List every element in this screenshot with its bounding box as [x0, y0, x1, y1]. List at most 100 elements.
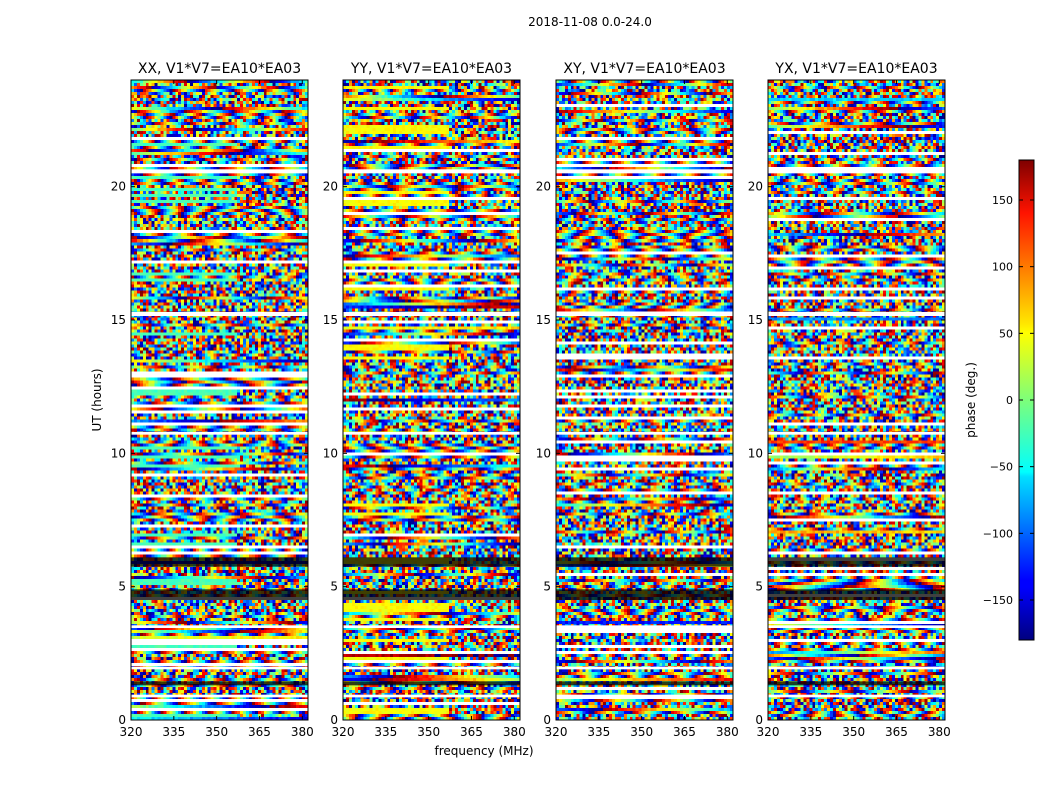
phase-heatmap [556, 80, 733, 720]
flagged-gap [343, 666, 520, 670]
y-tick-label: 10 [323, 446, 338, 460]
x-tick-label: 335 [374, 725, 397, 739]
phase-heatmap [131, 80, 308, 720]
flagged-gap [343, 312, 520, 316]
flagged-gap [131, 666, 308, 670]
y-tick-label: 0 [755, 713, 763, 727]
flagged-gap [768, 694, 945, 698]
colorbar-tick-label: 0 [1006, 394, 1013, 407]
flagged-gap [768, 432, 945, 435]
flagged-gap [343, 169, 520, 174]
colorbar-tick-label: −150 [983, 594, 1013, 607]
y-tick-label: 20 [748, 180, 763, 194]
y-tick-label: 15 [111, 313, 126, 327]
dark-band [131, 557, 308, 567]
panel-2: XY, V1*V7=EA10*EA03 320 335 350 365 380 0 5 10 15… [536, 61, 739, 739]
dark-band [131, 589, 308, 600]
colorbar-ticks: −150 −100 −50 0 50 100 150 [983, 194, 1034, 607]
panels: XX, V1*V7=EA10*EA03 320 335 350 365 380 0 5 10 15… [111, 61, 951, 739]
y-tick-label: 5 [543, 580, 551, 594]
y-tick-label: 10 [111, 446, 126, 460]
flagged-gap [556, 666, 733, 670]
phase-heatmap [343, 80, 520, 720]
panel-frame [555, 79, 734, 721]
dark-band [343, 681, 520, 686]
colorbar-tick-label: 50 [999, 327, 1013, 340]
flagged-gap [131, 312, 308, 316]
y-tick-label: 20 [111, 180, 126, 194]
colorbar-tick-label: 100 [992, 261, 1013, 274]
flagged-gap [768, 666, 945, 670]
colorbar-tick-label: 150 [992, 194, 1013, 207]
dark-band [556, 589, 733, 600]
flagged-gap [131, 169, 308, 174]
x-tick-label: 365 [885, 725, 908, 739]
flagged-gap [768, 625, 945, 628]
x-tick-label: 380 [291, 725, 314, 739]
y-tick-label: 5 [118, 580, 126, 594]
dark-band [768, 681, 945, 686]
colorbar-label: phase (deg.) [964, 362, 978, 438]
dark-band [131, 681, 308, 686]
panel-title: YY, V1*V7=EA10*EA03 [350, 61, 512, 77]
flagged-gap [768, 169, 945, 174]
flagged-gap [768, 312, 945, 316]
x-tick-label: 350 [205, 725, 228, 739]
x-axis-label: frequency (MHz) [434, 744, 533, 758]
y-axis-label: UT (hours) [90, 368, 104, 431]
flagged-gap [131, 625, 308, 628]
y-tick-label: 10 [536, 446, 551, 460]
panel-title: XY, V1*V7=EA10*EA03 [563, 61, 725, 77]
x-tick-label: 320 [545, 725, 568, 739]
x-tick-label: 380 [503, 725, 526, 739]
y-tick-label: 20 [536, 180, 551, 194]
flagged-gap [131, 694, 308, 698]
x-tick-label: 320 [757, 725, 780, 739]
panel-frame [342, 79, 521, 721]
x-tick-label: 350 [842, 725, 865, 739]
y-tick-label: 0 [118, 713, 126, 727]
phase-colorbar: −150 −100 −50 0 50 100 150 phase (deg.) [964, 159, 1035, 641]
y-tick-label: 0 [543, 713, 551, 727]
y-tick-label: 15 [536, 313, 551, 327]
x-tick-label: 365 [673, 725, 696, 739]
y-tick-label: 15 [748, 313, 763, 327]
panel-0: XX, V1*V7=EA10*EA03 320 335 350 365 380 0 5 10 15… [111, 61, 314, 739]
dark-band [343, 589, 520, 600]
flagged-gap [343, 694, 520, 698]
y-tick-label: 0 [330, 713, 338, 727]
x-tick-label: 335 [587, 725, 610, 739]
panel-title: XX, V1*V7=EA10*EA03 [138, 61, 301, 77]
y-tick-label: 5 [755, 580, 763, 594]
dark-band [768, 589, 945, 600]
y-tick-label: 5 [330, 580, 338, 594]
x-tick-label: 320 [120, 725, 143, 739]
flagged-gap [556, 625, 733, 628]
x-tick-label: 380 [928, 725, 951, 739]
x-tick-label: 320 [332, 725, 355, 739]
x-tick-label: 350 [630, 725, 653, 739]
flagged-gap [556, 432, 733, 435]
y-tick-label: 20 [323, 180, 338, 194]
colorbar-tick-label: −100 [983, 527, 1013, 540]
figure-suptitle: 2018-11-08 0.0-24.0 [528, 15, 652, 29]
panel-1: YY, V1*V7=EA10*EA03 320 335 350 365 380 0 5 10 15… [323, 61, 526, 739]
flagged-gap [556, 312, 733, 316]
flagged-gap [343, 625, 520, 628]
x-tick-label: 380 [716, 725, 739, 739]
x-tick-label: 350 [417, 725, 440, 739]
panel-frame [130, 79, 309, 721]
phase-heatmap [768, 80, 945, 720]
x-tick-label: 335 [799, 725, 822, 739]
panel-title: YX, V1*V7=EA10*EA03 [774, 61, 937, 77]
y-tick-label: 15 [323, 313, 338, 327]
flagged-gap [556, 694, 733, 698]
flagged-gap [131, 432, 308, 435]
x-tick-label: 365 [248, 725, 271, 739]
y-tick-label: 10 [748, 446, 763, 460]
panel-frame [767, 79, 946, 721]
dark-band [556, 681, 733, 686]
x-tick-label: 365 [460, 725, 483, 739]
flagged-gap [343, 432, 520, 435]
